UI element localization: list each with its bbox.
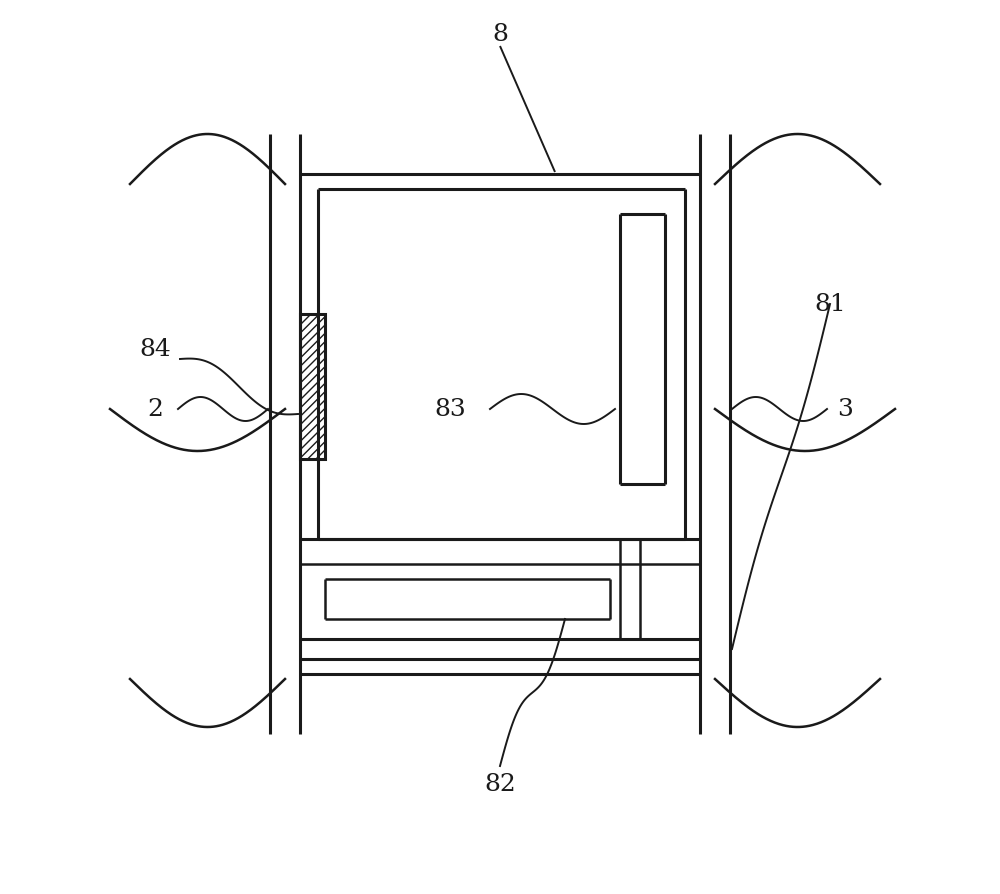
Text: 3: 3: [837, 398, 853, 421]
Text: 84: 84: [139, 338, 171, 361]
Text: 8: 8: [492, 23, 508, 46]
Text: 83: 83: [434, 398, 466, 421]
Text: 82: 82: [484, 772, 516, 796]
Text: 2: 2: [147, 398, 163, 421]
Bar: [300, 315, 325, 460]
Text: 81: 81: [814, 293, 846, 316]
